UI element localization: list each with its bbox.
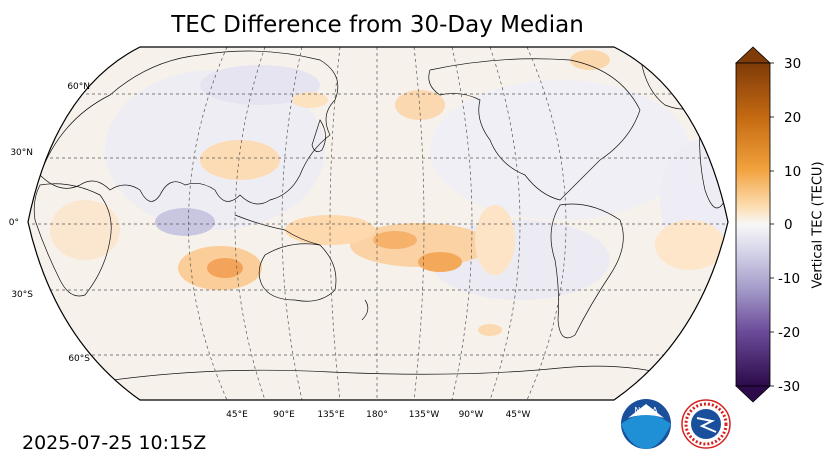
lon-label: 45°W bbox=[506, 410, 531, 420]
meridian-135e bbox=[329, 47, 341, 400]
anomaly-region bbox=[478, 324, 502, 336]
colorbar-label: Vertical TEC (TECU) bbox=[810, 161, 826, 289]
africa-outline bbox=[33, 183, 112, 297]
lat-label: 30°N bbox=[10, 148, 33, 158]
meridian-135w bbox=[413, 47, 425, 400]
colorbar-bar bbox=[735, 62, 771, 387]
noaa-logo: NOAA bbox=[621, 399, 671, 449]
meridian-45e bbox=[234, 47, 266, 400]
lon-label: 180° bbox=[366, 410, 388, 420]
anomaly-region bbox=[373, 231, 417, 249]
lat-label: 60°S bbox=[68, 354, 90, 364]
lon-label: 90°E bbox=[273, 410, 295, 420]
anomaly-region bbox=[395, 90, 445, 120]
lat-label: 30°S bbox=[11, 290, 33, 300]
colorbar-tick-label: -20 bbox=[778, 325, 800, 341]
australia-outline bbox=[258, 243, 337, 302]
lon-label: 45°E bbox=[226, 410, 248, 420]
anomaly-region bbox=[285, 215, 375, 245]
anomaly-region bbox=[155, 208, 215, 236]
anomaly-region bbox=[50, 200, 120, 260]
anomaly-region bbox=[475, 205, 515, 275]
noaa-logo-text: NOAA bbox=[634, 406, 658, 415]
colorbar-extend-top bbox=[734, 46, 772, 64]
colorbar-tick-labels: 30 20 10 0 -10 -20 -30 bbox=[778, 56, 801, 395]
anomaly-region bbox=[655, 220, 725, 270]
south-america-outline bbox=[550, 203, 624, 339]
coastlines bbox=[33, 50, 726, 386]
meridian-0-east bbox=[526, 47, 567, 400]
anomaly-region bbox=[430, 80, 690, 220]
new-zealand-outline bbox=[361, 299, 369, 321]
colorbar-ticks bbox=[770, 62, 774, 387]
colorbar-tick-label: 0 bbox=[784, 217, 793, 233]
colorbar-extend-bottom bbox=[734, 385, 772, 403]
colorbar-tick-label: 30 bbox=[784, 56, 801, 72]
japan-outline bbox=[311, 119, 326, 152]
colorbar-tick-label: 20 bbox=[784, 110, 801, 126]
lon-label: 135°E bbox=[317, 410, 345, 420]
globe-outline bbox=[27, 46, 729, 401]
lat-label: 0° bbox=[9, 218, 19, 228]
anomaly-region bbox=[418, 252, 462, 272]
meridian-90w bbox=[451, 47, 473, 400]
anomaly-region bbox=[570, 50, 610, 70]
nws-logo bbox=[681, 399, 731, 449]
maritime-asia-outline bbox=[234, 214, 321, 246]
meridian-90e bbox=[281, 47, 303, 400]
eurasia-outline bbox=[39, 50, 339, 205]
latitude-labels: 60°N 30°N 0° 30°S 60°S bbox=[9, 82, 91, 364]
colorbar-tick-label: -10 bbox=[778, 271, 800, 287]
lon-label: 90°W bbox=[459, 410, 484, 420]
lat-label: 60°N bbox=[67, 82, 90, 92]
chart-title: TEC Difference from 30-Day Median bbox=[171, 12, 584, 38]
longitude-labels: 45°E 90°E 135°E 180° 135°W 90°W 45°W bbox=[226, 410, 530, 420]
anomaly-region bbox=[200, 65, 320, 105]
timestamp: 2025-07-25 10:15Z bbox=[22, 432, 207, 454]
graticule bbox=[28, 47, 728, 400]
lon-label: 135°W bbox=[409, 410, 440, 420]
anomaly-region bbox=[292, 92, 328, 108]
colorbar-tick-label: -30 bbox=[778, 379, 800, 395]
antarctica-outline bbox=[79, 365, 671, 386]
anomaly-region bbox=[207, 258, 243, 278]
north-america-outline bbox=[428, 58, 641, 201]
colorbar: 30 20 10 0 -10 -20 -30 bbox=[734, 46, 801, 403]
colorbar-tick-label: 10 bbox=[784, 164, 801, 180]
meridian-0 bbox=[188, 47, 228, 400]
meridian-45w bbox=[489, 47, 521, 400]
anomaly-region bbox=[200, 140, 280, 180]
